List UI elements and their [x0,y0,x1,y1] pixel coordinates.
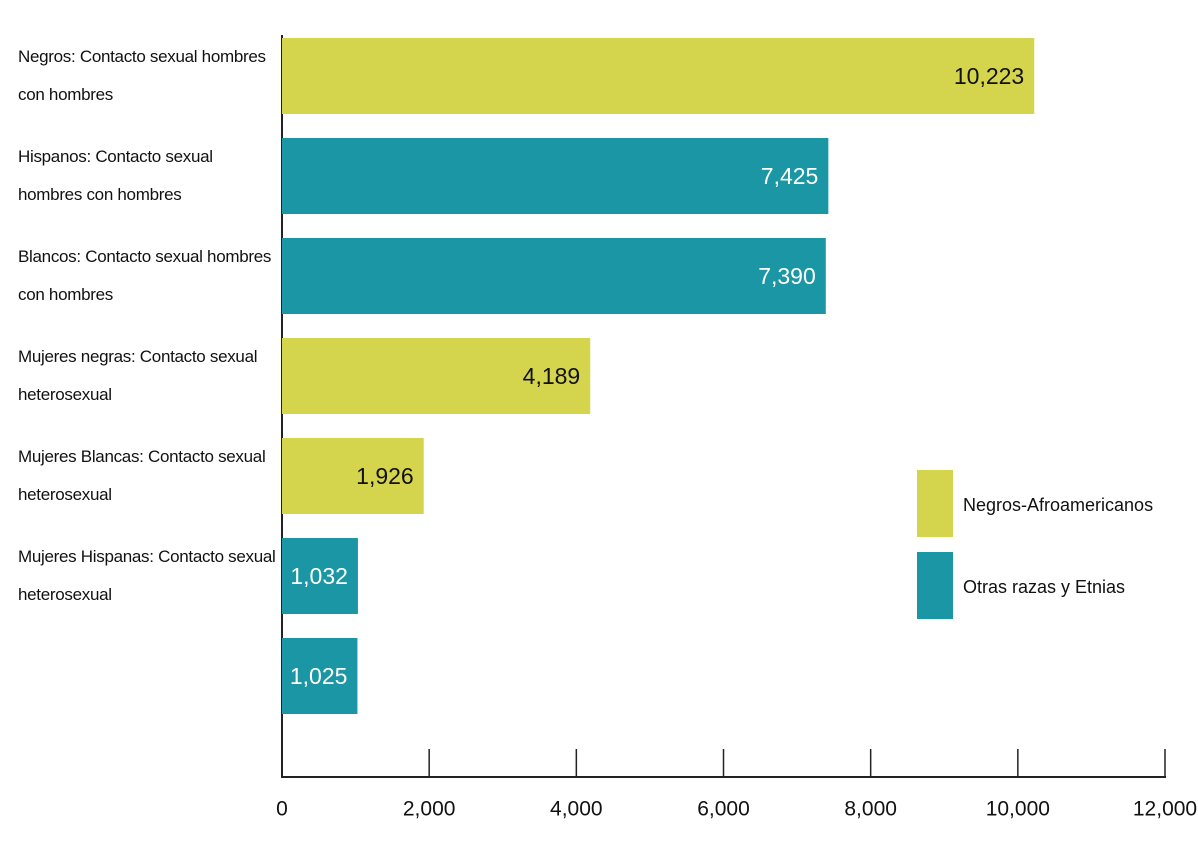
value-label: 10,223 [954,63,1024,89]
category-label: Mujeres Hispanas: Contacto sexual hetero… [18,547,276,604]
value-label: 1,025 [290,663,348,689]
bar [282,338,591,414]
category-label: Negros: Contacto sexual hombres con homb… [18,47,266,104]
x-tick-label: 2,000 [403,798,456,821]
category-label: Hispanos: Contacto sexual hombres con ho… [18,147,213,204]
legend-label: Otras razas y Etnias [963,577,1125,597]
value-label: 7,390 [758,263,816,289]
category-label: Mujeres negras: Contacto sexual heterose… [18,347,258,404]
bar [282,38,1035,114]
bar [282,138,829,214]
bar [282,238,826,314]
x-tick-label: 0 [276,798,288,821]
x-tick-label: 6,000 [697,798,750,821]
value-label: 7,425 [761,163,819,189]
value-label: 4,189 [523,363,581,389]
legend-swatch [917,552,953,619]
bar [282,538,358,614]
x-tick-label: 4,000 [550,798,603,821]
x-tick-label: 12,000 [1133,798,1197,821]
category-label: Blancos: Contacto sexual hombres con hom… [18,247,272,304]
x-tick-label: 8,000 [844,798,897,821]
bar [282,638,358,714]
x-tick-label: 10,000 [986,798,1050,821]
bar [282,438,424,514]
legend-label: Negros-Afroamericanos [963,495,1153,515]
category-label: Mujeres Blancas: Contacto sexual heteros… [18,447,266,504]
legend-swatch [917,470,953,537]
value-label: 1,032 [290,563,348,589]
value-label: 1,926 [356,463,414,489]
